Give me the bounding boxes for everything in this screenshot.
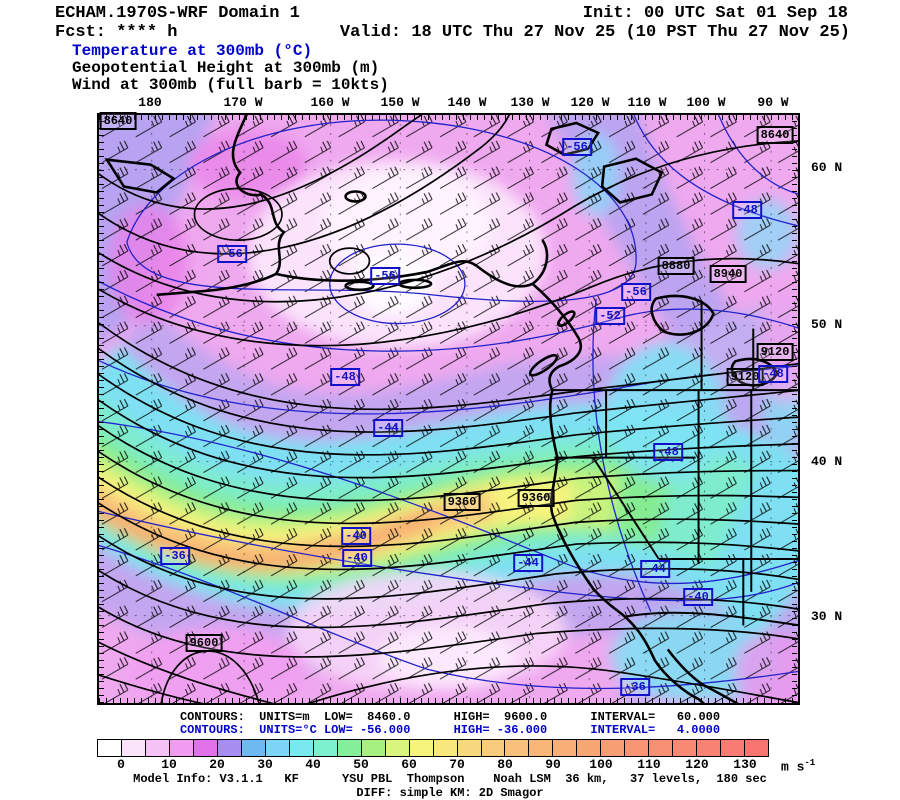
lat-axis-label: 40 N — [811, 454, 843, 469]
colorbar-cell — [337, 740, 362, 756]
lat-axis-label: 30 N — [811, 609, 843, 624]
colorbar-cell — [721, 740, 746, 756]
map-art — [99, 115, 798, 703]
colorbar-cell — [385, 740, 410, 756]
model-info-line: Model Info: V3.1.1 KF YSU PBL Thompson N… — [133, 772, 767, 786]
lon-axis-label: 170 W — [223, 95, 263, 110]
colorbar-tick-label: 130 — [733, 757, 757, 772]
colorbar-cell — [577, 740, 602, 756]
colorbar-tick-label: 0 — [117, 757, 125, 772]
colorbar-cell — [505, 740, 530, 756]
coastlines — [104, 115, 798, 703]
field-height-title: Geopotential Height at 300mb (m) — [72, 59, 380, 77]
colorbar-tick-label: 90 — [545, 757, 561, 772]
colorbar-cell — [121, 740, 146, 756]
colorbar-cell — [313, 740, 338, 756]
colorbar-tick-label: 50 — [353, 757, 369, 772]
colorbar-cell — [289, 740, 314, 756]
colorbar-cell — [649, 740, 674, 756]
lat-axis-label: 60 N — [811, 160, 843, 175]
colorbar-cell — [673, 740, 698, 756]
forecast-hour: Fcst: **** h — [55, 23, 178, 42]
colorbar-tick-label: 70 — [449, 757, 465, 772]
lon-axis-label: 180 — [138, 95, 162, 110]
map-panel — [97, 113, 800, 705]
field-temperature-title: Temperature at 300mb (°C) — [72, 42, 313, 60]
colorbar-tick-label: 80 — [497, 757, 513, 772]
colorbar-tick-label: 60 — [401, 757, 417, 772]
model-title: ECHAM.1970S-WRF Domain 1 — [55, 4, 300, 23]
lon-axis-label: 90 W — [757, 95, 789, 110]
colorbar-cell — [553, 740, 578, 756]
colorbar-cell — [145, 740, 170, 756]
colorbar-cell — [409, 740, 434, 756]
colorbar-cell — [457, 740, 482, 756]
colorbar-cell — [265, 740, 290, 756]
lon-axis-label: 150 W — [380, 95, 420, 110]
lon-axis-label: 140 W — [447, 95, 487, 110]
valid-time: Valid: 18 UTC Thu 27 Nov 25 (10 PST Thu … — [339, 23, 850, 42]
colorbar-cell — [433, 740, 458, 756]
colorbar-cell — [361, 740, 386, 756]
colorbar-cell — [481, 740, 506, 756]
colorbar-tick-label: 120 — [685, 757, 709, 772]
colorbar-units-label: m s-1 — [781, 758, 816, 775]
lon-axis-label: 160 W — [310, 95, 350, 110]
lon-axis-label: 120 W — [570, 95, 610, 110]
colorbar-cell — [169, 740, 194, 756]
colorbar-tick-label: 20 — [209, 757, 225, 772]
colorbar-tick-label: 10 — [161, 757, 177, 772]
colorbar-cell — [625, 740, 650, 756]
colorbar-cell — [601, 740, 626, 756]
init-time: Init: 00 UTC Sat 01 Sep 18 — [582, 4, 848, 23]
temp-contour-legend: CONTOURS: UNITS=°C LOW= -56.000 HIGH= -3… — [179, 723, 721, 737]
wind-speed-colorbar — [97, 739, 769, 757]
lon-axis-label: 110 W — [627, 95, 667, 110]
colorbar-cell — [745, 740, 769, 756]
colorbar-tick-label: 30 — [257, 757, 273, 772]
colorbar-tick-label: 110 — [637, 757, 661, 772]
colorbar-cell — [697, 740, 722, 756]
colorbar-cell — [529, 740, 554, 756]
colorbar-cell — [241, 740, 266, 756]
state-borders — [552, 300, 798, 627]
lon-axis-label: 130 W — [510, 95, 550, 110]
colorbar-cell — [193, 740, 218, 756]
lat-axis-label: 50 N — [811, 317, 843, 332]
height-contour-legend: CONTOURS: UNITS=m LOW= 8460.0 HIGH= 9600… — [179, 710, 721, 724]
colorbar-cell — [98, 740, 122, 756]
temp-contours — [99, 115, 798, 690]
colorbar-tick-label: 40 — [305, 757, 321, 772]
diff-info-line: DIFF: simple KM: 2D Smagor — [356, 786, 544, 800]
colorbar-tick-label: 100 — [589, 757, 613, 772]
colorbar-cell — [217, 740, 242, 756]
lon-axis-label: 100 W — [686, 95, 726, 110]
field-wind-title: Wind at 300mb (full barb = 10kts) — [72, 76, 389, 94]
